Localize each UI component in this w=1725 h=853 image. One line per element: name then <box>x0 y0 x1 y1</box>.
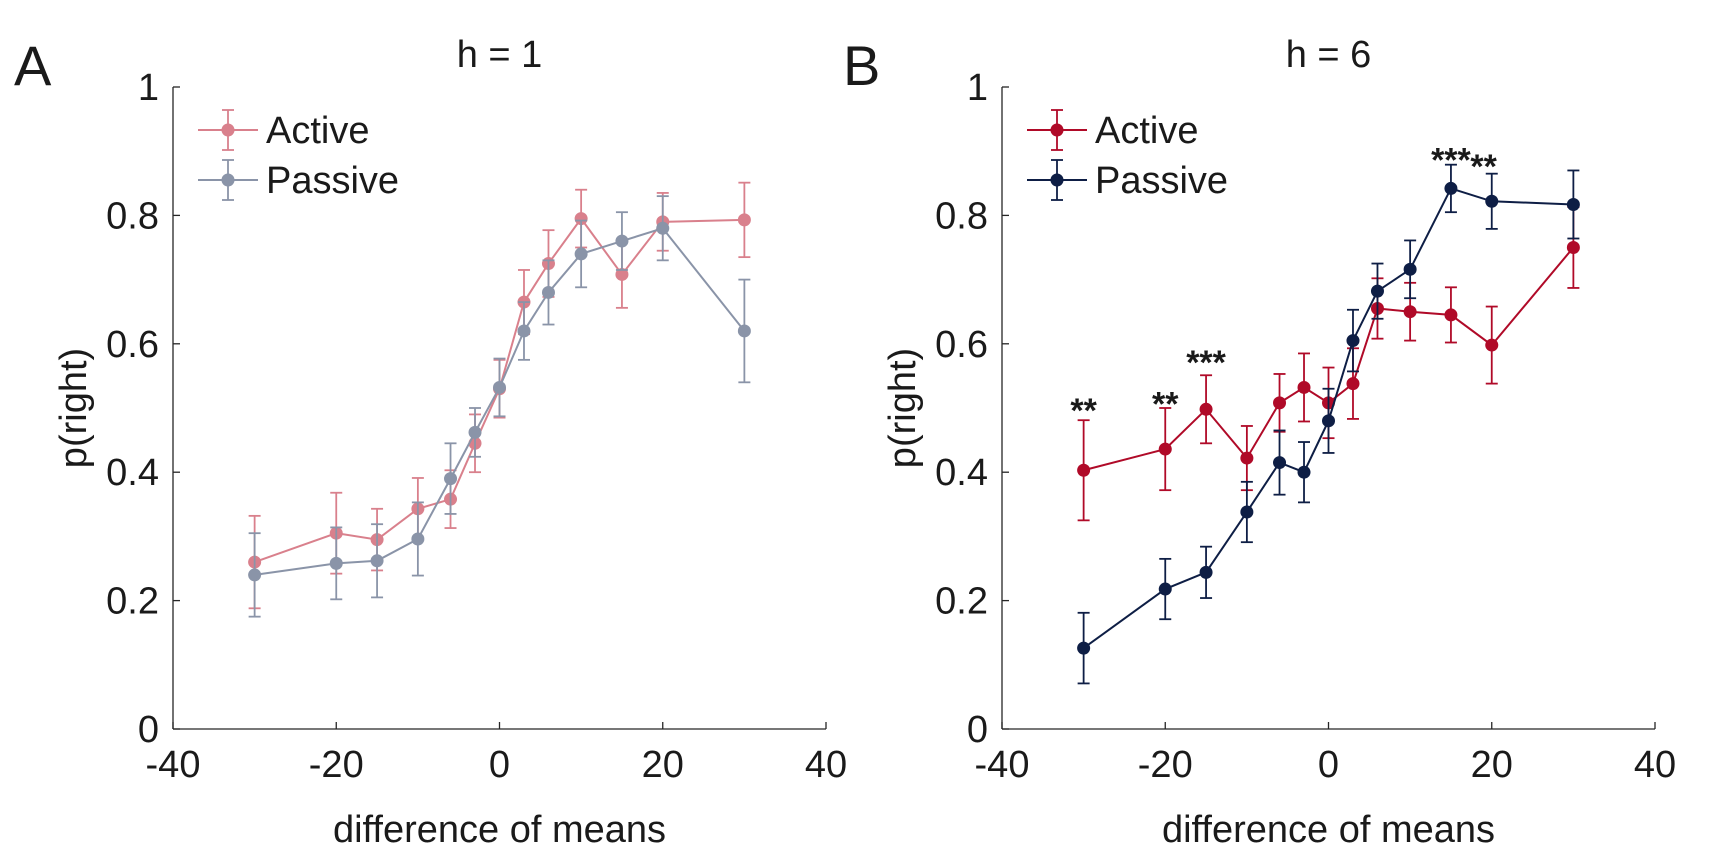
x-tick-label: -20 <box>1138 744 1193 786</box>
data-point <box>1566 197 1580 211</box>
panel-a: 0 0.2 0.4 0.6 0.8 1 -40 -20 0 20 40 h = 1 difference… <box>14 34 847 851</box>
y-tick-label: 0.4 <box>935 452 988 494</box>
data-point <box>444 472 458 486</box>
data-point <box>248 568 262 582</box>
panel-label: A <box>14 34 52 97</box>
data-point <box>329 556 343 570</box>
x-axis-label: difference of means <box>1162 809 1495 848</box>
x-tick-label: -40 <box>975 744 1030 786</box>
x-tick-label: -20 <box>309 744 364 786</box>
legend-entry-active: Active <box>198 109 369 152</box>
significance-annotation: *** <box>1431 142 1471 180</box>
legend-marker <box>221 173 235 187</box>
panel-title: h = 1 <box>457 34 543 76</box>
data-point <box>1403 305 1417 319</box>
data-point <box>1566 241 1580 254</box>
data-point <box>574 212 588 226</box>
data-point <box>1485 194 1499 208</box>
series-passive <box>1077 163 1580 685</box>
panel-b: 0 0.2 0.4 0.6 0.8 1 -40 -20 0 20 40 h = 6 difference… <box>843 34 1676 851</box>
data-point <box>1444 308 1458 322</box>
y-axis-label: p(right) <box>53 348 95 468</box>
data-point <box>468 425 482 439</box>
legend-entry-passive: Passive <box>198 159 399 202</box>
significance-annotation: ** <box>1470 148 1497 186</box>
data-point <box>517 324 531 338</box>
data-point <box>411 532 425 546</box>
data-point <box>1199 565 1213 579</box>
data-point <box>1485 338 1499 352</box>
x-tick-label: 40 <box>1634 744 1676 786</box>
y-tick-label: 0.4 <box>106 452 159 494</box>
x-tick-label: 40 <box>805 744 847 786</box>
panel-title: h = 6 <box>1286 34 1372 76</box>
data-point <box>737 324 751 338</box>
data-point <box>574 247 588 261</box>
legend-entry-active: Active <box>1027 109 1198 152</box>
panel-label: B <box>843 34 880 97</box>
data-point <box>1297 465 1311 479</box>
legend-marker <box>221 123 235 137</box>
y-axis-label: p(right) <box>882 348 924 468</box>
y-tick-label: 0.6 <box>106 324 159 366</box>
significance-annotation: ** <box>1152 386 1179 424</box>
y-tick-label: 0.2 <box>935 581 988 623</box>
data-point <box>1444 181 1458 195</box>
data-point <box>1273 396 1287 410</box>
data-point <box>541 285 555 299</box>
y-tick-label: 1 <box>138 67 159 109</box>
data-point <box>1077 641 1091 655</box>
y-tick-label: 0 <box>967 709 988 751</box>
data-point <box>1240 451 1254 465</box>
data-point <box>1322 414 1335 428</box>
legend-label: Passive <box>266 160 399 202</box>
y-tick-label: 1 <box>967 67 988 109</box>
legend-label: Active <box>1095 110 1198 152</box>
data-point <box>615 267 629 281</box>
data-point <box>370 554 384 568</box>
series-passive <box>248 195 751 618</box>
x-axis-label: difference of means <box>333 809 666 848</box>
x-tick-label: 20 <box>642 744 684 786</box>
data-point <box>1403 262 1417 276</box>
legend-label: Active <box>266 110 369 152</box>
data-point <box>656 221 670 235</box>
legend-marker <box>1050 173 1064 187</box>
data-point <box>1158 582 1172 596</box>
data-point <box>493 380 506 394</box>
data-point <box>1370 284 1384 298</box>
y-tick-label: 0.2 <box>106 581 159 623</box>
x-tick-label: -40 <box>146 744 201 786</box>
legend-label: Passive <box>1095 160 1228 202</box>
data-point <box>1077 463 1091 477</box>
y-tick-label: 0 <box>138 709 159 751</box>
x-tick-label: 0 <box>489 744 510 786</box>
legend-entry-passive: Passive <box>1027 159 1228 202</box>
data-point <box>1273 456 1287 470</box>
significance-annotation: ** <box>1070 392 1097 430</box>
data-point <box>1346 334 1360 348</box>
y-tick-label: 0.8 <box>106 195 159 237</box>
data-point <box>615 234 629 248</box>
data-point <box>1240 505 1254 519</box>
y-tick-label: 0.6 <box>935 324 988 366</box>
data-point <box>1297 380 1311 394</box>
x-tick-label: 20 <box>1471 744 1513 786</box>
data-point <box>1346 377 1360 391</box>
data-point <box>1158 442 1172 456</box>
significance-annotation: *** <box>1186 344 1226 382</box>
data-point <box>1199 402 1213 416</box>
y-tick-label: 0.8 <box>935 195 988 237</box>
data-point <box>737 213 751 227</box>
series-active <box>1077 206 1580 522</box>
legend-marker <box>1050 123 1064 137</box>
x-tick-label: 0 <box>1318 744 1339 786</box>
